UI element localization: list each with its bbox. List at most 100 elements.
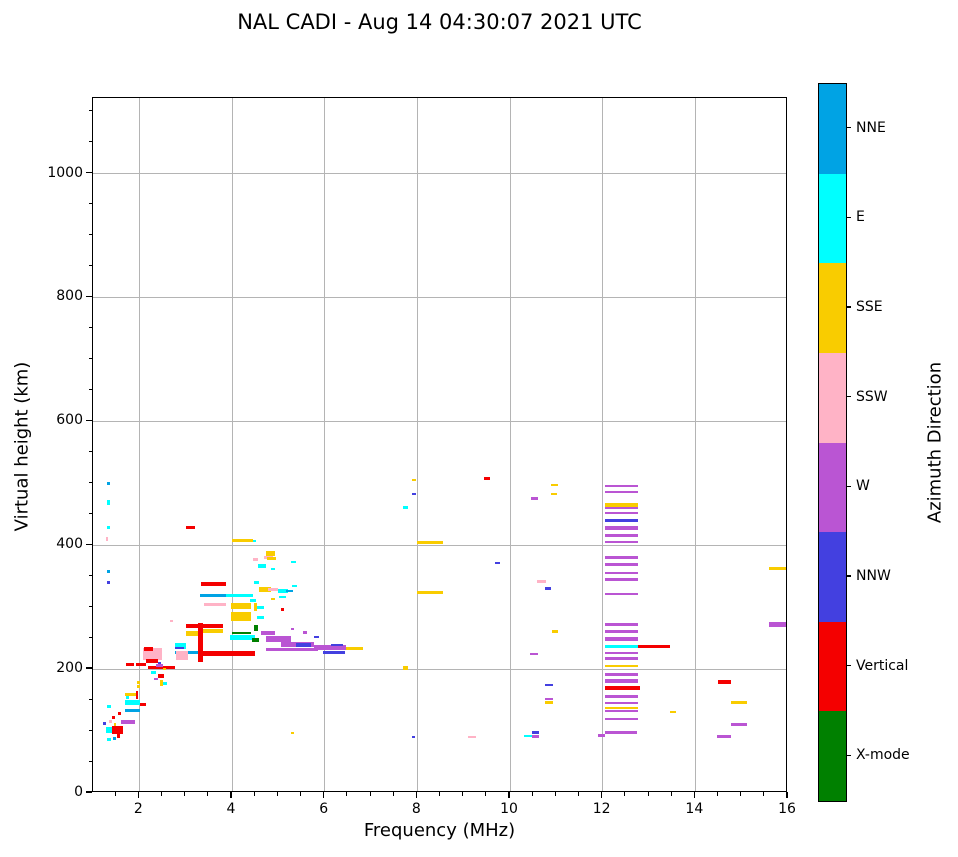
data-point: [286, 589, 294, 593]
data-point: [604, 623, 639, 626]
data-point: [261, 631, 275, 636]
data-point: [291, 627, 295, 631]
data-point: [292, 584, 297, 588]
data-point: [524, 734, 532, 738]
colorbar-tick: [846, 575, 851, 577]
data-point: [291, 731, 295, 735]
x-tick-label: 12: [592, 801, 611, 817]
data-point: [107, 704, 111, 708]
data-point: [402, 506, 409, 509]
data-point: [281, 608, 284, 611]
data-point: [604, 636, 639, 641]
data-point: [143, 647, 154, 652]
data-point: [416, 540, 443, 544]
x-minor-tick: [554, 792, 556, 796]
data-point: [604, 506, 639, 510]
data-point: [302, 631, 308, 634]
data-point: [253, 602, 257, 611]
data-point: [146, 659, 158, 663]
colorbar-tick: [846, 306, 851, 308]
x-minor-tick: [207, 792, 209, 796]
colorbar-category-label: W: [856, 478, 870, 495]
x-tick-label: 4: [226, 801, 236, 817]
data-point: [494, 561, 501, 565]
data-point: [411, 492, 417, 496]
y-tick-label: 400: [56, 536, 83, 553]
colorbar: [818, 83, 847, 802]
data-point: [257, 605, 265, 609]
data-point: [124, 709, 140, 713]
y-major-tick: [86, 667, 92, 669]
data-point: [277, 589, 288, 593]
colorbar-tick: [846, 485, 851, 487]
data-point: [669, 710, 677, 714]
y-minor-tick: [88, 203, 92, 205]
data-point: [202, 628, 223, 633]
data-point: [402, 665, 409, 671]
data-point: [232, 631, 251, 635]
gridline-x: [602, 98, 604, 791]
data-point: [266, 648, 318, 652]
data-point: [604, 592, 639, 596]
colorbar-tick: [846, 127, 851, 129]
y-minor-tick: [88, 698, 92, 700]
gridline-x: [416, 98, 418, 791]
data-point: [253, 625, 258, 631]
data-point: [121, 719, 135, 724]
data-point: [531, 735, 539, 739]
data-point: [109, 720, 113, 724]
data-point: [530, 652, 538, 655]
y-major-tick: [86, 171, 92, 174]
data-point: [597, 734, 605, 737]
data-point: [226, 593, 253, 598]
y-tick-label: 600: [56, 412, 83, 429]
data-point: [345, 646, 364, 650]
x-tick-label: 8: [411, 801, 421, 817]
x-minor-tick: [300, 792, 301, 796]
colorbar-segment-nne: [819, 84, 846, 174]
x-major-tick: [693, 792, 695, 798]
data-point: [604, 526, 639, 530]
x-minor-tick: [763, 792, 765, 796]
data-point: [124, 700, 140, 706]
data-point: [174, 643, 187, 649]
data-point: [197, 623, 203, 662]
x-major-tick: [137, 792, 139, 798]
y-minor-tick: [88, 110, 92, 112]
data-point: [163, 682, 167, 685]
x-major-tick: [230, 792, 232, 798]
data-point: [604, 534, 639, 537]
data-point: [231, 612, 251, 621]
x-minor-tick: [161, 792, 162, 796]
y-minor-tick: [88, 512, 92, 514]
data-point: [604, 710, 639, 713]
x-minor-tick: [740, 792, 742, 796]
data-point: [137, 685, 141, 688]
colorbar-category-label: E: [856, 209, 865, 226]
data-point: [270, 567, 276, 570]
data-point: [604, 556, 639, 559]
data-point: [331, 643, 343, 647]
data-point: [249, 599, 257, 602]
data-point: [148, 665, 175, 669]
y-minor-tick: [88, 357, 92, 359]
data-point: [604, 512, 639, 515]
data-point: [604, 503, 639, 507]
colorbar-segment-ssw: [819, 352, 846, 443]
x-major-tick: [323, 792, 325, 798]
data-point: [139, 702, 147, 706]
data-point: [125, 696, 129, 700]
data-point: [531, 731, 539, 735]
x-minor-tick: [670, 792, 672, 796]
data-point: [267, 587, 278, 591]
data-point: [604, 645, 639, 649]
data-point: [604, 518, 639, 522]
y-major-tick: [86, 295, 92, 298]
y-minor-tick: [88, 264, 92, 266]
data-point: [124, 692, 137, 697]
x-major-tick: [601, 792, 603, 798]
data-point: [638, 645, 670, 649]
data-point: [411, 478, 417, 482]
data-point: [604, 695, 639, 698]
